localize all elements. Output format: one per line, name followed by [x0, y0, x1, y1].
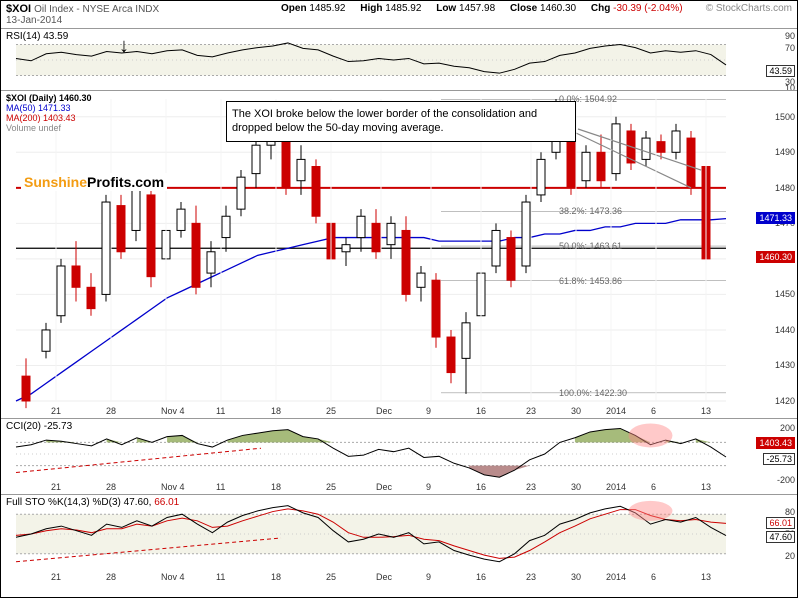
watermark: SunshineProfits.com: [21, 173, 167, 191]
rsi-panel: RSI(14) 43.59 ↓ 43.59 90 70 30 10: [1, 28, 797, 90]
sto-k-value: 47.60: [766, 531, 795, 543]
sto-label: Full STO %K(14,3) %D(3) 47.60, 66.01: [6, 497, 179, 508]
rsi-label: RSI(14) 43.59: [6, 31, 68, 42]
price-legend: $XOI (Daily) 1460.30 MA(50) 1471.33 MA(2…: [6, 93, 92, 133]
arrow-down-icon: ↓: [119, 35, 129, 58]
annotation: The XOI broke below the lower border of …: [226, 101, 576, 142]
sto-panel: Full STO %K(14,3) %D(3) 47.60, 66.01 80 …: [1, 494, 797, 584]
chart-header: $XOI Oil Index - NYSE Arca INDX 13-Jan-2…: [1, 1, 797, 28]
ohlc-bar: Open 1485.92 High 1485.92 Low 1457.98 Cl…: [281, 3, 695, 14]
cci-value: -25.73: [763, 453, 795, 465]
sto-d-value: 66.01: [766, 517, 795, 529]
cci-panel: CCI(20) -25.73 200 -200 -25.73 1403.43 2…: [1, 418, 797, 494]
rsi-value: 43.59: [766, 65, 795, 77]
close-label: 1460.30: [756, 251, 795, 263]
price-panel: $XOI (Daily) 1460.30 MA(50) 1471.33 MA(2…: [1, 90, 797, 418]
chart-date: 13-Jan-2014: [6, 15, 792, 26]
index-name: Oil Index - NYSE Arca INDX: [34, 4, 159, 15]
credit: © StockCharts.com: [706, 3, 792, 14]
cci-label: CCI(20) -25.73: [6, 421, 72, 432]
ma50-label: 1471.33: [756, 212, 795, 224]
chart-container: $XOI Oil Index - NYSE Arca INDX 13-Jan-2…: [0, 0, 798, 598]
ma200-value: 1403.43: [756, 437, 795, 449]
symbol: $XOI: [6, 3, 31, 15]
rsi-chart: [1, 29, 761, 91]
